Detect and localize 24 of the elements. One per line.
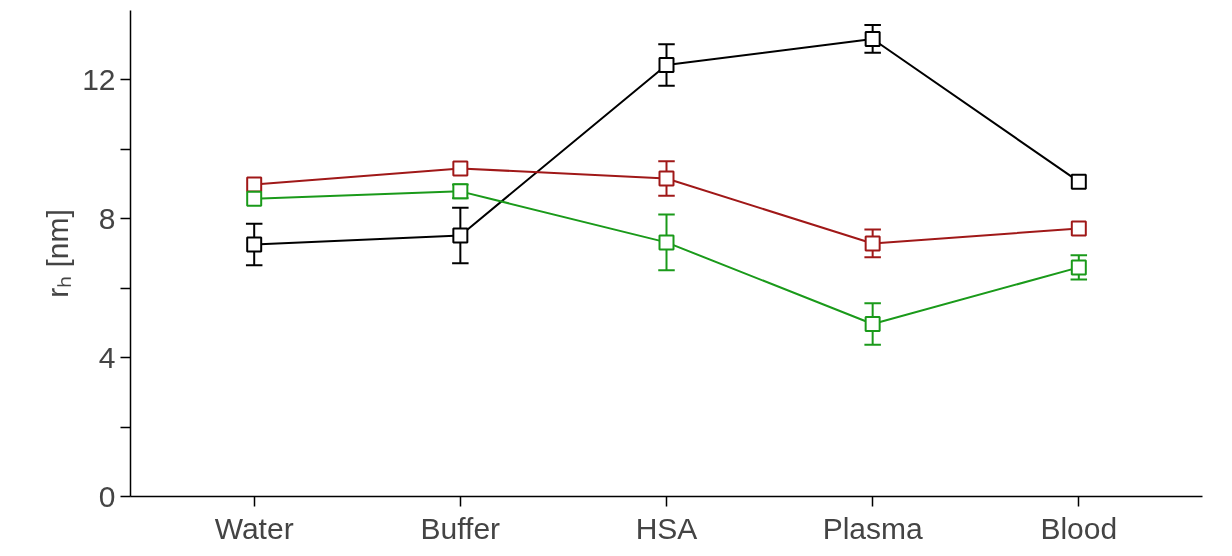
y-tick-label: 8 bbox=[98, 201, 116, 235]
point bbox=[864, 315, 881, 332]
point bbox=[1070, 220, 1087, 237]
x-tick-label: Plasma bbox=[822, 511, 923, 545]
x-tick-label: Water bbox=[214, 511, 294, 545]
x-tick-label: HSA bbox=[635, 511, 698, 545]
point bbox=[658, 234, 675, 251]
point bbox=[658, 170, 675, 187]
point bbox=[1070, 173, 1087, 190]
point bbox=[246, 176, 263, 193]
point bbox=[246, 190, 263, 207]
point bbox=[658, 57, 675, 73]
point bbox=[246, 236, 263, 253]
y-tick-label: 4 bbox=[98, 340, 116, 374]
point bbox=[1070, 259, 1087, 276]
point bbox=[452, 160, 469, 177]
point bbox=[864, 30, 881, 47]
point bbox=[864, 235, 881, 252]
y-tick-label: 12 bbox=[82, 62, 116, 96]
x-tick-label: Blood bbox=[1040, 511, 1118, 545]
x-tick-label: Buffer bbox=[420, 511, 501, 545]
point bbox=[452, 227, 469, 244]
y-tick-label: 0 bbox=[98, 479, 116, 513]
y-axis-title: rₕ [nm] bbox=[41, 209, 75, 298]
